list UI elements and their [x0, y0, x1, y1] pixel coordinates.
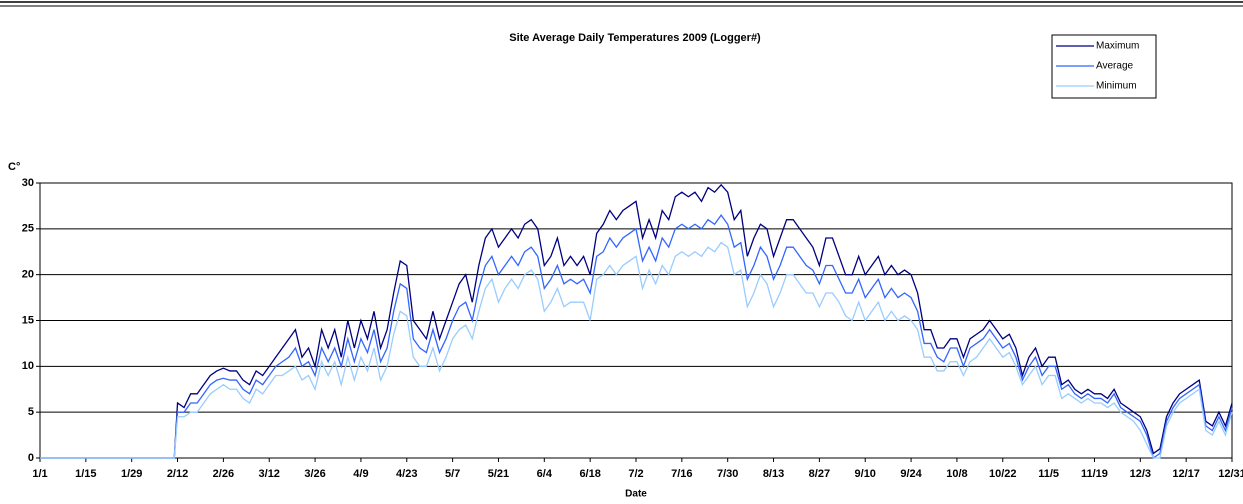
x-tick-label: 3/12	[259, 468, 280, 480]
x-tick-label: 10/8	[946, 468, 967, 480]
y-tick-label: 20	[22, 269, 34, 281]
y-tick-label: 25	[22, 223, 34, 235]
chart-title: Site Average Daily Temperatures 2009 (Lo…	[509, 32, 761, 44]
x-tick-label: 1/1	[32, 468, 47, 480]
x-tick-label: 12/31	[1218, 468, 1243, 480]
series-line	[40, 241, 1233, 459]
series-line	[40, 183, 1233, 459]
x-tick-label: 6/4	[537, 468, 553, 480]
x-tick-label: 1/15	[75, 468, 96, 480]
y-tick-label: 30	[22, 177, 34, 189]
y-tick-label: 5	[28, 406, 34, 418]
x-tick-label: 5/7	[445, 468, 460, 480]
series-line	[40, 213, 1233, 460]
x-tick-label: 12/17	[1172, 468, 1200, 480]
x-tick-label: 7/16	[671, 468, 692, 480]
x-tick-label: 12/3	[1130, 468, 1151, 480]
x-axis-label: Date	[625, 489, 647, 500]
x-tick-label: 10/22	[989, 468, 1017, 480]
x-tick-label: 2/26	[213, 468, 234, 480]
x-tick-label: 3/26	[304, 468, 325, 480]
x-tick-label: 9/10	[855, 468, 876, 480]
x-tick-label: 8/13	[763, 468, 784, 480]
x-tick-label: 7/30	[717, 468, 738, 480]
x-tick-label: 4/9	[353, 468, 368, 480]
x-tick-label: 5/21	[488, 468, 509, 480]
legend-label: Maximum	[1096, 41, 1139, 52]
x-tick-label: 2/12	[167, 468, 188, 480]
x-tick-label: 11/5	[1038, 468, 1059, 480]
x-tick-label: 9/24	[900, 468, 922, 480]
x-tick-label: 8/27	[809, 468, 830, 480]
y-tick-label: 15	[22, 314, 34, 326]
x-tick-label: 6/18	[579, 468, 600, 480]
y-tick-label: 10	[22, 360, 34, 372]
x-tick-label: 7/2	[628, 468, 643, 480]
x-tick-label: 4/23	[396, 468, 417, 480]
y-tick-label: 0	[28, 452, 34, 464]
x-tick-label: 11/19	[1081, 468, 1108, 480]
y-axis-label: C°	[8, 161, 20, 173]
legend-label: Average	[1096, 61, 1134, 72]
x-tick-label: 1/29	[121, 468, 142, 480]
legend-label: Minimum	[1096, 81, 1137, 92]
